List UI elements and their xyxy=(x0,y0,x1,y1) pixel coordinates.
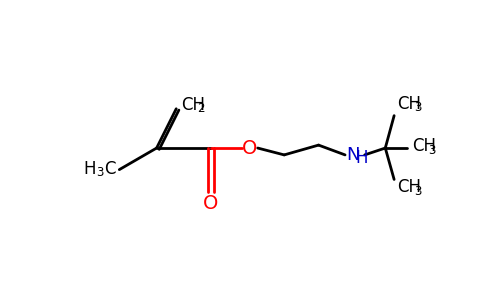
Text: CH: CH xyxy=(412,137,436,155)
Text: H: H xyxy=(355,149,368,167)
Text: H: H xyxy=(83,160,96,178)
Text: CH: CH xyxy=(181,96,205,114)
Text: C: C xyxy=(105,160,116,178)
Text: 3: 3 xyxy=(414,185,421,198)
Text: O: O xyxy=(242,139,257,158)
Text: 3: 3 xyxy=(414,101,421,114)
Text: CH: CH xyxy=(397,95,421,113)
Text: O: O xyxy=(203,194,218,214)
Text: 3: 3 xyxy=(428,143,436,157)
Text: 3: 3 xyxy=(96,166,103,179)
Text: N: N xyxy=(346,146,360,164)
Text: CH: CH xyxy=(397,178,421,196)
Text: 2: 2 xyxy=(197,102,204,115)
